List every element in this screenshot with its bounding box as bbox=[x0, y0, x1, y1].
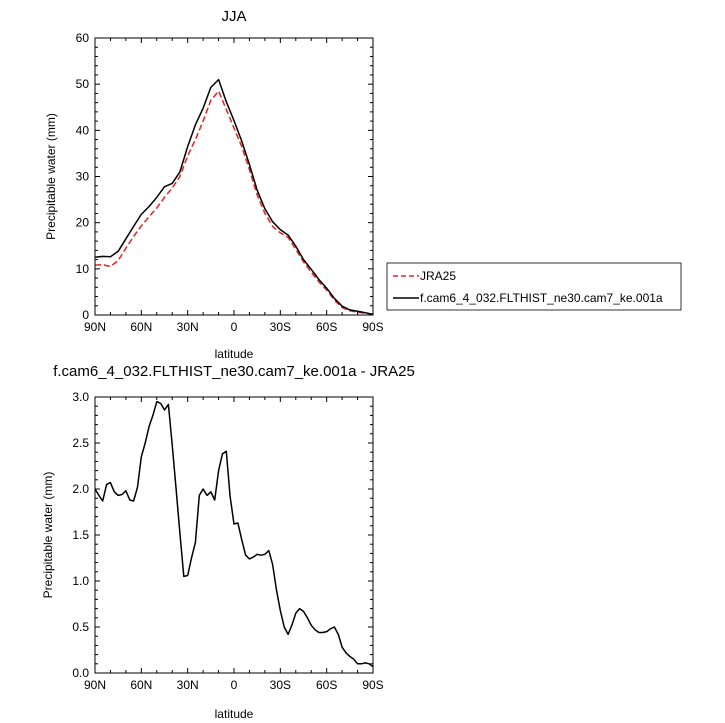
top-x-tick-label: 60N bbox=[130, 320, 152, 334]
top-y-axis-label: Precipitable water (mm) bbox=[44, 113, 58, 240]
bottom-y-tick-label: 2.5 bbox=[72, 436, 89, 450]
top-chart-marks bbox=[94, 78, 374, 316]
bottom-x-axis-label: latitude bbox=[215, 707, 254, 721]
bottom-chart-marks bbox=[94, 400, 374, 668]
legend-box bbox=[386, 262, 682, 311]
bottom-x-tick-label: 0 bbox=[231, 678, 238, 692]
bottom-plot-frame bbox=[94, 396, 374, 674]
bottom-chart-title: f.cam6_4_032.FLTHIST_ne30.cam7_ke.001a -… bbox=[53, 363, 415, 380]
top-y-tick-label: 50 bbox=[76, 77, 90, 91]
top-series-line-1 bbox=[94, 78, 374, 316]
bottom-y-tick-label: 3.0 bbox=[72, 390, 89, 404]
bottom-series-line-0 bbox=[94, 400, 374, 668]
bottom-y-axis-label: Precipitable water (mm) bbox=[41, 472, 55, 599]
top-y-tick-label: 10 bbox=[76, 262, 90, 276]
top-y-tick-label: 20 bbox=[76, 216, 90, 230]
bottom-x-tick-label: 90S bbox=[362, 678, 383, 692]
legend-label-model: f.cam6_4_032.FLTHIST_ne30.cam7_ke.001a bbox=[420, 291, 663, 305]
bottom-y-tick-label: 1.5 bbox=[72, 528, 89, 542]
top-x-tick-label: 60S bbox=[316, 320, 337, 334]
top-x-tick-label: 30S bbox=[270, 320, 291, 334]
top-plot-frame bbox=[94, 37, 374, 316]
top-chart-title: JJA bbox=[221, 8, 246, 25]
bottom-y-tick-label: 1.0 bbox=[72, 574, 89, 588]
top-y-tick-label: 0 bbox=[82, 308, 89, 322]
bottom-panel: f.cam6_4_032.FLTHIST_ne30.cam7_ke.001a -… bbox=[41, 363, 415, 721]
top-x-tick-label: 90S bbox=[362, 320, 383, 334]
bottom-x-tick-label: 30N bbox=[177, 678, 199, 692]
top-x-tick-label: 30N bbox=[177, 320, 199, 334]
bottom-x-tick-label: 60S bbox=[316, 678, 337, 692]
bottom-y-tick-label: 0.5 bbox=[72, 620, 89, 634]
top-x-axis-label: latitude bbox=[215, 347, 254, 361]
top-y-tick-label: 30 bbox=[76, 170, 90, 184]
top-panel: JJA 90N 60N 30N 0 30S 60S 90S 0 10 20 30 40 50 60 lat… bbox=[44, 8, 384, 361]
bottom-y-tick-label: 0.0 bbox=[72, 666, 89, 680]
top-y-tick-label: 40 bbox=[76, 123, 90, 137]
bottom-x-tick-label: 30S bbox=[270, 678, 291, 692]
top-series-line-0 bbox=[94, 90, 374, 315]
top-x-tick-label: 90N bbox=[84, 320, 106, 334]
bottom-y-tick-label: 2.0 bbox=[72, 482, 89, 496]
bottom-chart-axes: 90N 60N 30N 0 30S 60S 90S 0.0 0.5 1.0 1.5 2.0 2.5 3.0 bbox=[72, 390, 383, 692]
bottom-x-tick-label: 90N bbox=[84, 678, 106, 692]
bottom-x-tick-label: 60N bbox=[130, 678, 152, 692]
top-y-tick-label: 60 bbox=[76, 31, 90, 45]
top-chart-axes: 90N 60N 30N 0 30S 60S 90S 0 10 20 30 40 50 60 bbox=[76, 31, 384, 334]
top-x-tick-label: 0 bbox=[231, 320, 238, 334]
legend: JRA25 f.cam6_4_032.FLTHIST_ne30.cam7_ke.… bbox=[386, 262, 682, 311]
legend-label-jra25: JRA25 bbox=[420, 269, 456, 283]
